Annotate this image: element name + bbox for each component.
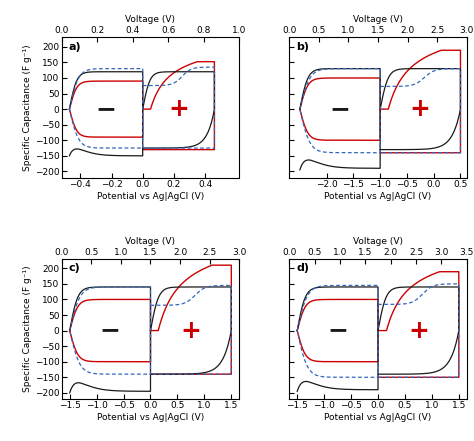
X-axis label: Potential vs Ag|AgCl (V): Potential vs Ag|AgCl (V)	[97, 191, 204, 201]
Text: +: +	[181, 318, 201, 343]
X-axis label: Voltage (V): Voltage (V)	[126, 237, 175, 246]
Text: b): b)	[296, 42, 309, 52]
Text: +: +	[408, 318, 429, 343]
X-axis label: Potential vs Ag|AgCl (V): Potential vs Ag|AgCl (V)	[97, 413, 204, 422]
X-axis label: Potential vs Ag|AgCl (V): Potential vs Ag|AgCl (V)	[324, 413, 432, 422]
Text: +: +	[410, 97, 431, 121]
Text: −: −	[327, 318, 348, 343]
X-axis label: Voltage (V): Voltage (V)	[353, 237, 403, 246]
Text: −: −	[96, 97, 117, 121]
Y-axis label: Specific Capacitance (F g⁻¹): Specific Capacitance (F g⁻¹)	[23, 266, 32, 392]
Text: d): d)	[296, 263, 309, 273]
Text: −: −	[329, 97, 350, 121]
Text: c): c)	[69, 263, 81, 273]
Text: +: +	[168, 97, 189, 121]
X-axis label: Potential vs Ag|AgCl (V): Potential vs Ag|AgCl (V)	[324, 191, 432, 201]
X-axis label: Voltage (V): Voltage (V)	[353, 15, 403, 24]
Y-axis label: Specific Capacitance (F g⁻¹): Specific Capacitance (F g⁻¹)	[23, 44, 32, 171]
Text: a): a)	[69, 42, 82, 52]
Text: −: −	[100, 318, 120, 343]
X-axis label: Voltage (V): Voltage (V)	[126, 15, 175, 24]
